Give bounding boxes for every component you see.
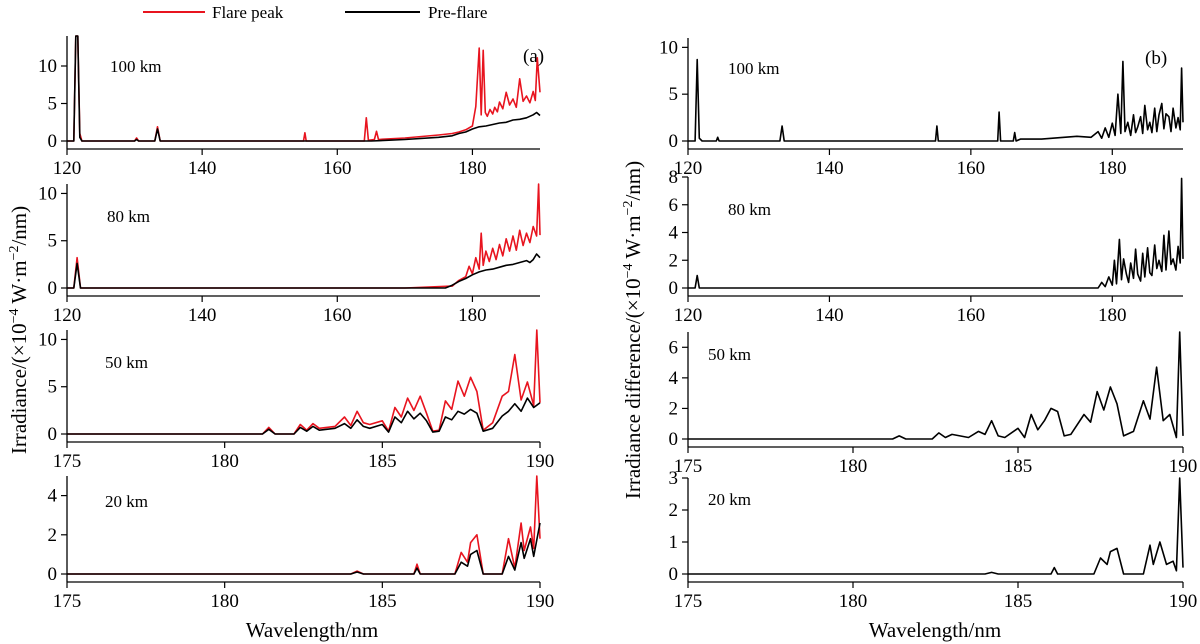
x-tick-label: 120 [53,305,82,326]
y-tick-label: 2 [669,500,679,521]
subplot-a-20km: 0 2 4 175 180 185 190 20 km [48,475,555,612]
x-tick-label: 160 [323,305,352,326]
series-line-difference [688,331,1184,440]
x-tick-label: 190 [526,451,555,472]
legend: Flare peak Pre-flare [143,3,487,22]
x-tick-label: 175 [674,591,703,612]
subplot-a-50km: 0 5 10 175 180 185 190 50 km [38,329,554,472]
x-tick-label: 120 [674,158,703,179]
x-tick-label: 190 [526,591,555,612]
x-tick-label: 175 [53,591,82,612]
series-line-pre-flare [67,522,541,575]
subplot-b-80km: 0 2 4 6 8 120 140 160 180 80 km [669,167,1184,326]
altitude-label: 50 km [708,345,751,364]
x-tick-label: 180 [210,451,239,472]
subplot-a-100km: 0 5 10 120 140 160 180 100 km [38,35,541,179]
x-tick-label: 185 [368,451,397,472]
x-tick-label: 160 [957,158,986,179]
series-line-pre-flare [67,253,541,289]
x-tick-label: 185 [1004,456,1033,477]
series-line-pre-flare [67,35,541,142]
series-line-difference [688,477,1184,575]
x-tick-label: 190 [1169,456,1198,477]
x-tick-label: 140 [188,305,217,326]
x-tick-label: 175 [53,451,82,472]
y-tick-label: 10 [38,183,57,204]
y-tick-label: 10 [38,56,57,77]
x-tick-label: 180 [1098,305,1127,326]
y-tick-label: 0 [669,429,679,450]
x-tick-label: 160 [323,158,352,179]
subplot-b-50km: 0 2 4 6 175 180 185 190 50 km [669,331,1198,477]
x-tick-label: 120 [53,158,82,179]
y-tick-label: 5 [48,377,58,398]
y-tick-label: 5 [48,231,58,252]
altitude-label: 80 km [107,207,150,226]
series-line-flare-peak [67,183,541,289]
altitude-label: 100 km [728,59,779,78]
altitude-label: 80 km [728,200,771,219]
y-tick-label: 4 [48,486,58,507]
y-tick-label: 10 [38,329,57,350]
y-tick-label: 0 [48,424,58,445]
series-line-flare-peak [67,329,541,435]
legend-label-pre-flare: Pre-flare [428,3,487,22]
x-tick-label: 180 [458,158,487,179]
x-tick-label: 185 [1004,591,1033,612]
y-tick-label: 6 [669,195,679,216]
x-tick-label: 140 [188,158,217,179]
left-y-axis-title: Irradiance/(×10−4 W·m−2/nm) [7,206,31,454]
x-tick-label: 180 [1098,158,1127,179]
subplot-a-80km: 0 5 10 120 140 160 180 80 km [38,183,541,326]
y-tick-label: 2 [669,250,679,271]
subplot-b-100km: 0 5 10 120 140 160 180 100 km [659,37,1184,179]
panel-letter-b: (b) [1145,48,1167,69]
altitude-label: 100 km [110,57,161,76]
series-line-difference [688,177,1184,289]
altitude-label: 50 km [105,353,148,372]
left-x-axis-title: Wavelength/nm [246,618,378,642]
y-tick-label: 10 [659,37,678,58]
panel-letter-a: (a) [523,46,544,67]
y-tick-label: 0 [669,278,679,299]
y-tick-label: 3 [669,468,679,489]
x-tick-label: 185 [368,591,397,612]
y-tick-label: 2 [669,398,679,419]
y-tick-label: 0 [669,131,679,152]
legend-label-flare-peak: Flare peak [212,3,284,22]
y-tick-label: 5 [669,84,679,105]
y-tick-label: 4 [669,223,679,244]
series-line-flare-peak [67,35,541,142]
x-tick-label: 160 [957,305,986,326]
series-line-difference [688,58,1184,142]
y-tick-label: 0 [669,564,679,585]
x-tick-label: 120 [674,305,703,326]
y-tick-label: 0 [48,564,58,585]
x-tick-label: 140 [815,158,844,179]
altitude-label: 20 km [105,492,148,511]
y-tick-label: 0 [48,131,58,152]
altitude-label: 20 km [708,490,751,509]
subplot-b-20km: 0 1 2 3 175 180 185 190 20 km [669,468,1198,612]
x-tick-label: 140 [815,305,844,326]
series-line-pre-flare [67,397,541,435]
x-tick-label: 180 [839,591,868,612]
y-tick-label: 8 [669,167,679,188]
x-tick-label: 180 [210,591,239,612]
right-x-axis-title: Wavelength/nm [869,618,1001,642]
x-tick-label: 180 [458,305,487,326]
x-tick-label: 180 [839,456,868,477]
y-tick-label: 4 [669,368,679,389]
y-tick-label: 6 [669,337,679,358]
right-y-axis-title: Irradiance difference/(×10−4 W·m−2/nm) [621,161,645,499]
y-tick-label: 1 [669,532,679,553]
x-tick-label: 190 [1169,591,1198,612]
y-tick-label: 0 [48,278,58,299]
y-tick-label: 2 [48,525,58,546]
y-tick-label: 5 [48,94,58,115]
x-tick-label: 175 [674,456,703,477]
